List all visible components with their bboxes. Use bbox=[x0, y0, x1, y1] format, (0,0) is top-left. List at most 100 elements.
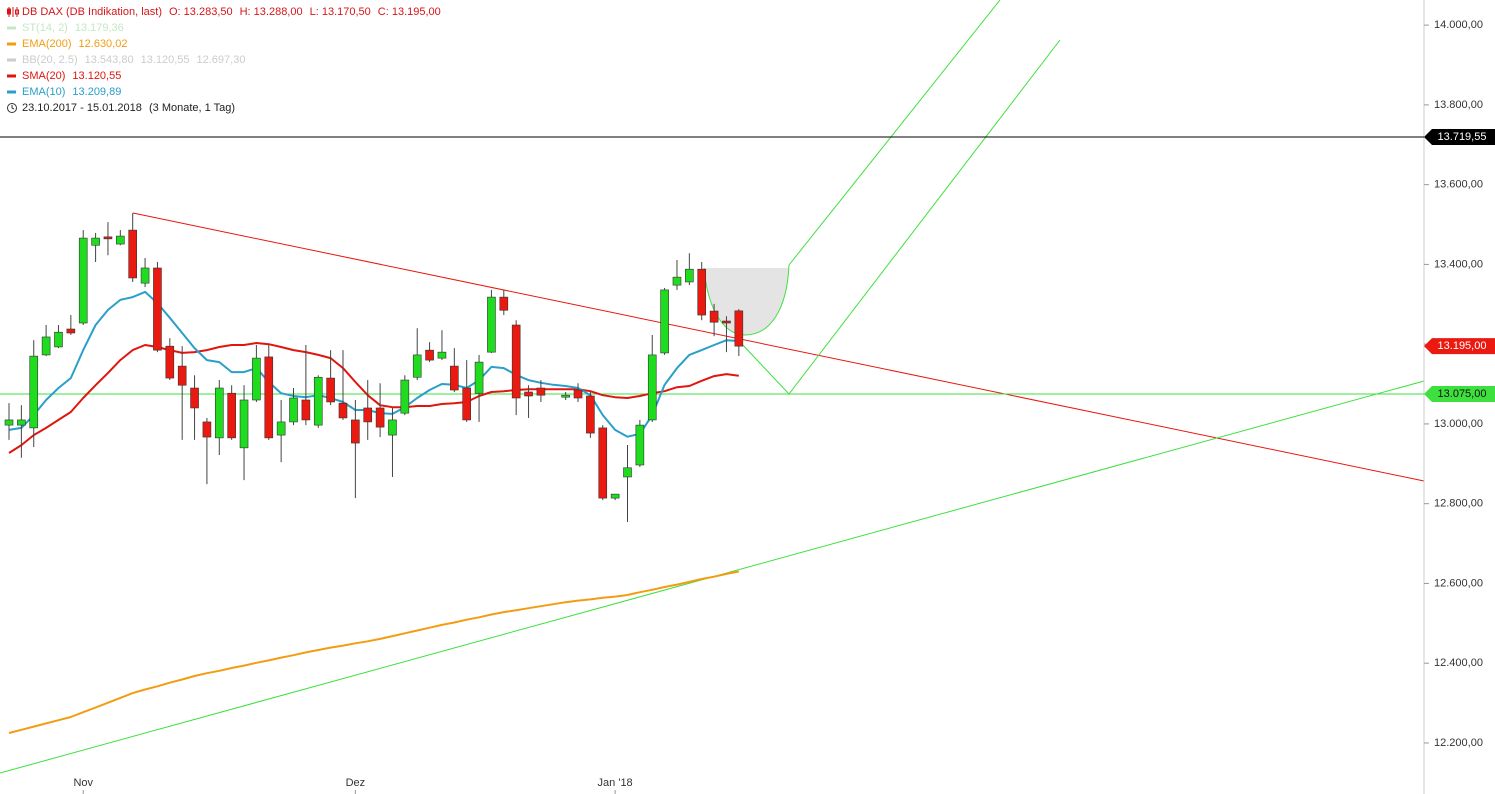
legend-name: BB(20, 2.5) bbox=[22, 54, 78, 66]
candle-body bbox=[734, 310, 744, 347]
indicator-line bbox=[8, 342, 739, 454]
candle-body bbox=[400, 379, 410, 414]
legend-entry: EMA(10) 13.209,89 bbox=[22, 86, 121, 98]
candle-body bbox=[660, 289, 669, 354]
candle-body bbox=[524, 391, 533, 397]
candle-body bbox=[41, 336, 51, 356]
y-tick-label: 13.600,00 bbox=[1434, 179, 1483, 191]
candle-body bbox=[487, 296, 496, 353]
cup-line bbox=[703, 264, 790, 336]
candle-body bbox=[697, 268, 707, 316]
ohlc-value: O: 13.283,50 bbox=[169, 6, 233, 18]
indicator-line bbox=[8, 570, 739, 734]
x-tick-label: Jan '18 bbox=[598, 777, 633, 789]
ohlc-value: L: 13.170,50 bbox=[310, 6, 371, 18]
indicator-line bbox=[8, 290, 739, 438]
candle-body bbox=[685, 268, 694, 283]
candle-body bbox=[623, 467, 632, 478]
period: (3 Monate, 1 Tag) bbox=[149, 102, 235, 114]
candle-body bbox=[66, 328, 76, 334]
trend-line bbox=[132, 212, 1425, 482]
candle-body bbox=[647, 354, 657, 421]
candle-body bbox=[289, 397, 298, 423]
price-tag bbox=[1424, 338, 1495, 355]
legend-value: 13.543,80 bbox=[85, 54, 134, 66]
candle-body bbox=[54, 331, 63, 348]
y-tick-label: 12.400,00 bbox=[1434, 657, 1483, 669]
y-tick-label: 13.000,00 bbox=[1434, 418, 1483, 430]
candle-body bbox=[474, 361, 484, 394]
clock-icon bbox=[11, 105, 15, 110]
candle-body bbox=[573, 389, 583, 399]
candle-body bbox=[227, 392, 236, 439]
candle-body bbox=[103, 236, 113, 240]
candle-body bbox=[437, 351, 447, 359]
candle-body bbox=[140, 267, 150, 284]
y-tick-label: 13.800,00 bbox=[1434, 99, 1483, 111]
candle-body bbox=[425, 349, 434, 361]
candle-body bbox=[635, 424, 645, 466]
y-tick-label: 12.800,00 bbox=[1434, 498, 1483, 510]
legend-value: 13.209,89 bbox=[72, 86, 121, 98]
candle-body bbox=[450, 365, 459, 391]
candle-body bbox=[462, 387, 471, 421]
candle-body bbox=[17, 419, 26, 426]
candle-body bbox=[388, 419, 397, 436]
legend-title: DB DAX (DB Indikation, last) bbox=[22, 6, 162, 18]
candle-body bbox=[4, 419, 14, 426]
candle-body bbox=[722, 320, 731, 324]
candle-body bbox=[375, 407, 385, 428]
candle-body bbox=[412, 354, 422, 378]
candle-body bbox=[264, 356, 274, 439]
legend-value: 13.120,55 bbox=[72, 70, 121, 82]
candle-body bbox=[78, 237, 88, 324]
legend-name: EMA(200) bbox=[22, 38, 72, 50]
legend-entry: ST(14, 2) 13.179,36 bbox=[22, 22, 124, 34]
legend-value: 13.179,36 bbox=[75, 22, 124, 34]
candle-body bbox=[709, 310, 719, 323]
y-tick-label: 13.400,00 bbox=[1434, 258, 1483, 270]
candle-body bbox=[177, 365, 187, 386]
legend-entry: BB(20, 2.5) 13.543,80 13.120,55 12.697,30 bbox=[22, 54, 245, 66]
legend-value: 13.120,55 bbox=[141, 54, 190, 66]
x-tick-label: Nov bbox=[73, 777, 93, 789]
ohlc-value: C: 13.195,00 bbox=[378, 6, 441, 18]
candle-body bbox=[116, 235, 125, 245]
legend-entry: SMA(20) 13.120,55 bbox=[22, 70, 121, 82]
candle-body bbox=[338, 402, 348, 419]
candle-body bbox=[363, 407, 373, 423]
price-tag bbox=[1424, 386, 1495, 403]
instrument-icon bbox=[7, 7, 19, 17]
clock-icon bbox=[7, 103, 17, 113]
candle-body bbox=[536, 387, 546, 396]
candle-body bbox=[598, 427, 608, 499]
legend-entry: EMA(200) 12.630,02 bbox=[22, 38, 127, 50]
price-tag-label: 13.195,00 bbox=[1438, 340, 1487, 352]
candle-body bbox=[91, 237, 100, 246]
candle-body bbox=[351, 419, 360, 444]
y-tick-label: 14.000,00 bbox=[1434, 19, 1483, 31]
candle-body bbox=[252, 357, 261, 401]
candle-body bbox=[586, 395, 595, 434]
candle-body bbox=[190, 387, 199, 409]
ohlc-value: H: 13.288,00 bbox=[240, 6, 303, 18]
candle-body bbox=[128, 229, 137, 279]
candle-body bbox=[610, 493, 620, 499]
legend-name: ST(14, 2) bbox=[22, 22, 68, 34]
cup-area bbox=[704, 268, 789, 335]
candle-body bbox=[214, 387, 224, 439]
candle-body bbox=[561, 394, 570, 398]
candle-body bbox=[239, 399, 249, 449]
x-tick-label: Dez bbox=[346, 777, 366, 789]
price-tag bbox=[1424, 128, 1495, 145]
price-tag-label: 13.075,00 bbox=[1438, 388, 1487, 400]
candle-body bbox=[499, 296, 509, 311]
y-tick-label: 12.600,00 bbox=[1434, 577, 1483, 589]
candle-body bbox=[276, 421, 286, 436]
candle-body bbox=[153, 267, 162, 351]
candle-body bbox=[165, 345, 175, 379]
candle-body bbox=[202, 421, 212, 438]
date-range: 23.10.2017 - 15.01.2018 bbox=[22, 102, 142, 114]
candle-body bbox=[672, 276, 682, 286]
